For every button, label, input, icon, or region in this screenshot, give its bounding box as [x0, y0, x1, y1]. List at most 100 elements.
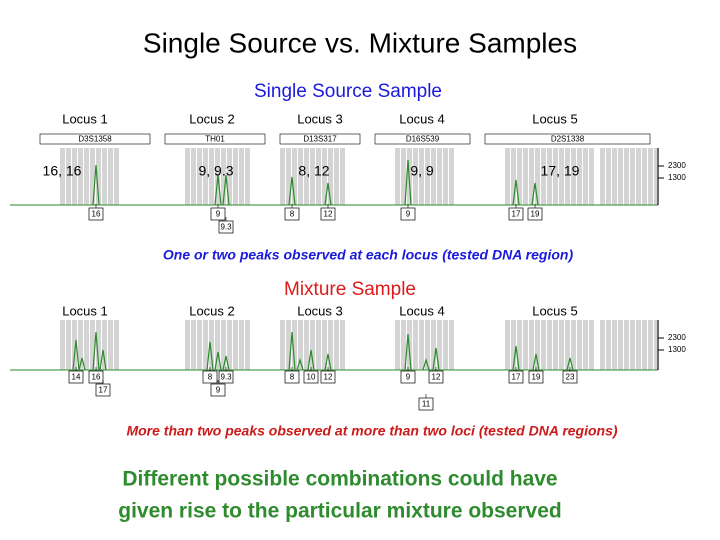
allele-call: 17 [512, 373, 521, 382]
genotype: 9, 9 [410, 163, 434, 179]
bin [589, 320, 594, 370]
bin [84, 148, 89, 205]
bin [108, 148, 113, 205]
bin [280, 148, 285, 205]
peak [532, 353, 540, 371]
peak [214, 174, 222, 206]
bin [547, 320, 552, 370]
bin [553, 148, 558, 205]
allele-call: 11 [422, 400, 431, 409]
scale-label: 1300 [668, 345, 686, 354]
peak [206, 341, 214, 371]
peak [404, 333, 412, 371]
bin [425, 148, 430, 205]
allele-call: 9 [406, 210, 411, 219]
bin [654, 320, 659, 370]
bin [437, 148, 442, 205]
bin [571, 320, 576, 370]
bin [84, 320, 89, 370]
bin [292, 148, 297, 205]
conclusion-line: Different possible combinations could ha… [122, 468, 557, 491]
bin [78, 320, 83, 370]
peak [296, 357, 304, 371]
locus-label: Locus 3 [297, 111, 343, 126]
scale-label: 1300 [668, 173, 686, 182]
bin [583, 320, 588, 370]
peak [78, 357, 86, 371]
peak [92, 331, 100, 371]
allele-call: 8 [290, 210, 295, 219]
bin [571, 148, 576, 205]
bin [72, 148, 77, 205]
bin [322, 148, 327, 205]
mixture-caption: More than two peaks observed at more tha… [126, 423, 617, 439]
bin [648, 320, 653, 370]
bin [108, 320, 113, 370]
peak [324, 182, 332, 206]
genotype: 9, 9.3 [198, 163, 233, 179]
allele-call: 10 [307, 373, 316, 382]
peak [288, 176, 296, 206]
bin [96, 148, 101, 205]
allele-call: 9 [216, 386, 221, 395]
bin [618, 148, 623, 205]
mixture-heading: Mixture Sample [284, 279, 416, 300]
bin [191, 320, 196, 370]
peak [566, 357, 574, 371]
bin [233, 148, 238, 205]
allele-call: 8 [208, 373, 213, 382]
bin [239, 148, 244, 205]
bin [328, 148, 333, 205]
bin [535, 148, 540, 205]
bin [529, 148, 534, 205]
allele-call: 12 [324, 210, 333, 219]
bin [185, 320, 190, 370]
bin [203, 148, 208, 205]
bin [431, 148, 436, 205]
peak [214, 351, 222, 371]
locus-label: Locus 5 [532, 111, 578, 126]
allele-call: 16 [92, 210, 101, 219]
genotype: 17, 19 [541, 163, 580, 179]
bin [511, 320, 516, 370]
bin [624, 148, 629, 205]
bin [310, 320, 315, 370]
bin [523, 148, 528, 205]
bin [630, 148, 635, 205]
bin [419, 320, 424, 370]
bin [618, 320, 623, 370]
locus-label: Locus 5 [532, 303, 578, 318]
locus-label: Locus 2 [189, 111, 235, 126]
genotype: 8, 12 [298, 163, 329, 179]
allele-call: 19 [531, 210, 540, 219]
bin [565, 320, 570, 370]
marker-box [39, 133, 151, 145]
slide-title: Single Source vs. Mixture Samples [143, 27, 577, 58]
conclusion-line: given rise to the particular mixture obs… [118, 500, 561, 523]
bin [322, 320, 327, 370]
bin [340, 148, 345, 205]
bin [511, 148, 516, 205]
bin [245, 320, 250, 370]
bin [541, 320, 546, 370]
bin [431, 320, 436, 370]
bin [401, 148, 406, 205]
allele-call: 23 [566, 373, 575, 382]
bin [185, 148, 190, 205]
bin [642, 148, 647, 205]
marker-box [279, 133, 361, 145]
allele-call: 16 [92, 373, 101, 382]
bin [60, 148, 65, 205]
locus-label: Locus 1 [62, 111, 108, 126]
bin [636, 148, 641, 205]
bin [553, 320, 558, 370]
bin [227, 320, 232, 370]
bin [203, 320, 208, 370]
bin [286, 148, 291, 205]
bin [606, 320, 611, 370]
marker-box [484, 133, 651, 145]
marker-label: D3S1358 [78, 135, 112, 144]
bin [565, 148, 570, 205]
bin [310, 148, 315, 205]
peak [92, 164, 100, 206]
